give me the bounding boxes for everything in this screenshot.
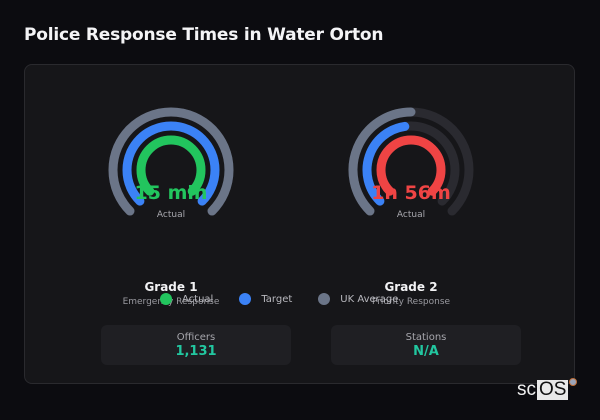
gauge-title: Grade 2 <box>384 280 438 294</box>
gauge-value: 1h 56m <box>371 182 451 204</box>
brand-logo: sc OS <box>517 378 578 400</box>
legend-item-target: Target <box>239 293 292 305</box>
legend-label: UK Average <box>340 293 399 305</box>
ring-uk-average <box>108 107 234 216</box>
radial-gauge-grade-2 <box>348 107 474 216</box>
stat-stations: Stations N/A <box>331 325 521 365</box>
page-title: Police Response Times in Water Orton <box>24 25 384 45</box>
legend-dot-icon <box>239 293 252 305</box>
registered-mark-icon <box>569 378 578 386</box>
brand-highlight: OS <box>537 379 569 400</box>
ring-target <box>122 121 220 206</box>
legend-label: Actual <box>182 293 214 305</box>
stat-value: N/A <box>413 344 439 359</box>
legend-dot-icon <box>318 293 331 305</box>
legend-item-uk-average: UK Average <box>318 293 398 305</box>
gauge-grade-1: 15 min Actual Grade 1 Emergency Response <box>101 100 261 320</box>
gauge-grade-2: 1h 56m Actual Grade 2 Priority Response <box>341 100 501 320</box>
ring-target <box>362 121 410 206</box>
gauge-value-label: Actual <box>396 210 426 220</box>
stat-officers: Officers 1,131 <box>101 325 291 365</box>
stat-label: Officers <box>176 332 216 343</box>
gauge-title: Grade 1 <box>144 280 198 294</box>
gauge-value: 15 min <box>134 182 208 204</box>
ring-uk-average <box>348 107 416 216</box>
gauge-subtitle: Priority Response <box>371 297 451 307</box>
radial-gauge-grade-1 <box>108 107 234 216</box>
legend-dot-icon <box>160 293 172 305</box>
ring-actual <box>376 135 446 196</box>
chart-legend: Actual Target UK Average <box>160 291 424 307</box>
gauge-value-label: Actual <box>156 210 186 220</box>
ring-actual <box>136 135 206 196</box>
stat-label: Stations <box>405 332 447 343</box>
brand-prefix: sc <box>517 379 536 400</box>
legend-item-actual: Actual <box>160 293 213 305</box>
stat-value: 1,131 <box>175 344 217 359</box>
legend-label: Target <box>261 293 293 305</box>
